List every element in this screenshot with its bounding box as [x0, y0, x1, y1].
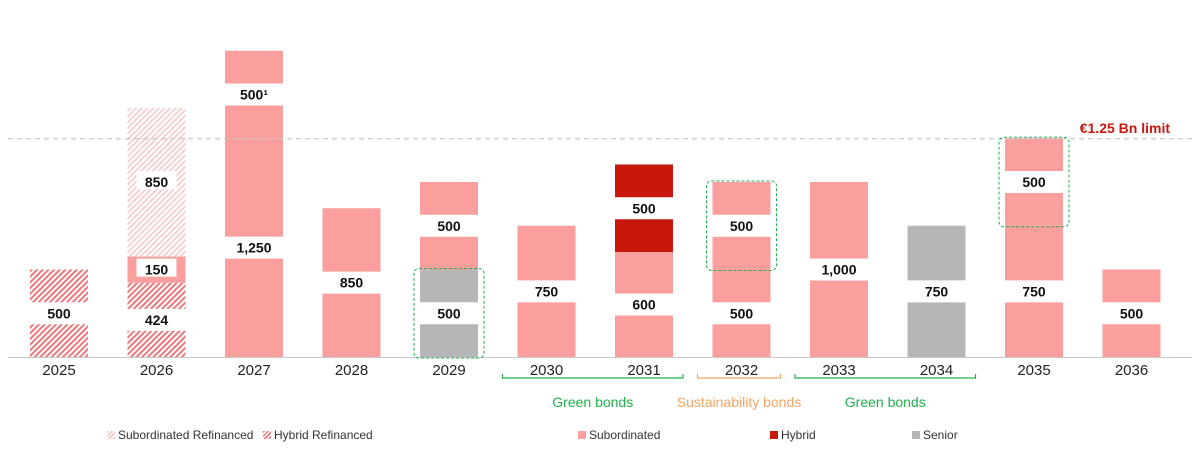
value-label-2034-0: 750 — [925, 283, 949, 299]
bars-layer — [30, 50, 1161, 357]
x-tick-2033: 2033 — [822, 362, 855, 379]
label-bg-2035-0 — [1004, 280, 1064, 303]
x-tick-2034: 2034 — [920, 362, 953, 379]
label-bg-2029-0 — [419, 302, 479, 325]
legend-item-sub_ref: Subordinated Refinanced — [107, 428, 253, 442]
legend-label-hybrid: Hybrid — [781, 428, 816, 442]
legend-item-hybrid: Hybrid — [770, 428, 816, 442]
legend-label-sub: Subordinated — [589, 428, 661, 442]
label-bg-2027-1 — [224, 83, 284, 106]
value-label-2031-0: 600 — [632, 297, 656, 313]
value-label-2035-1: 500 — [1022, 174, 1046, 190]
x-tick-2029: 2029 — [432, 362, 465, 379]
value-label-2029-0: 500 — [437, 305, 461, 321]
x-tick-2031: 2031 — [627, 362, 660, 379]
group-bracket-1 — [696, 374, 782, 379]
highlight-boxes — [413, 136, 1070, 359]
legend-label-hybrid_ref: Hybrid Refinanced — [274, 428, 373, 442]
group-bracket-0 — [501, 374, 684, 379]
label-bg-2029-1 — [419, 214, 479, 237]
legend-swatch-hybrid — [770, 431, 778, 439]
highlight-box-2035 — [998, 136, 1070, 228]
label-bg-2026-0 — [126, 308, 187, 331]
label-bg-2027-0 — [224, 236, 284, 259]
label-bg-2025-0 — [29, 302, 89, 325]
label-bg-2028-0 — [321, 271, 382, 294]
legend-swatch-sub_ref — [107, 431, 115, 439]
x-tick-2036: 2036 — [1115, 362, 1148, 379]
value-label-2025-0: 500 — [47, 305, 71, 321]
value-label-2032-0: 500 — [730, 305, 754, 321]
group-label-1: Sustainability bonds — [677, 394, 802, 410]
x-tick-labels: 2025 2026 2027 2028 2029 2030 2031 2032 2033 2034… — [42, 362, 1148, 379]
group-bracket-2 — [794, 374, 977, 379]
label-bg-2032-0 — [711, 302, 772, 325]
value-label-2027-0: 1,250 — [236, 240, 271, 256]
legend-item-sub: Subordinated — [578, 428, 660, 442]
group-label-2: Green bonds — [845, 394, 926, 410]
limit-label: €1.25 Bn limit — [1080, 120, 1171, 136]
highlight-box-2032 — [706, 180, 777, 271]
value-label-2031-1: 500 — [632, 200, 656, 216]
label-bg-2032-1 — [711, 214, 772, 237]
x-tick-2025: 2025 — [42, 362, 75, 379]
x-tick-2027: 2027 — [237, 362, 270, 379]
legend-label-sub_ref: Subordinated Refinanced — [118, 428, 254, 442]
value-label-2026-1: 150 — [145, 262, 169, 278]
value-label-2035-0: 750 — [1022, 283, 1046, 299]
label-bg-2036-0 — [1101, 302, 1162, 325]
value-label-2027-1: 500¹ — [240, 87, 268, 103]
legend-item-senior: Senior — [912, 428, 958, 442]
label-bg-2031-1 — [614, 197, 674, 220]
legend: Subordinated Refinanced Hybrid Refinanced… — [0, 428, 1200, 444]
label-bg-2026-2 — [136, 171, 177, 190]
x-tick-2028: 2028 — [335, 362, 368, 379]
legend-item-hybrid_ref: Hybrid Refinanced — [263, 428, 373, 442]
value-label-2032-1: 500 — [730, 218, 754, 234]
value-label-2026-0: 424 — [145, 312, 169, 328]
label-bg-2031-0 — [614, 293, 674, 316]
value-label-2030-0: 750 — [535, 283, 559, 299]
value-label-2029-1: 500 — [437, 218, 461, 234]
label-bg-2034-0 — [906, 280, 967, 303]
label-bg-2030-0 — [516, 280, 577, 303]
label-bg-2033-0 — [809, 258, 869, 281]
legend-swatch-hybrid_ref — [263, 431, 271, 439]
legend-swatch-senior — [912, 431, 920, 439]
x-tick-2032: 2032 — [725, 362, 758, 379]
highlight-box-2029 — [413, 268, 485, 359]
value-labels-layer: 500 424 150 850 1,250 500¹ 850 500 500 750 600 500 5… — [29, 83, 1162, 331]
legend-swatch-sub — [578, 431, 586, 439]
x-tick-2035: 2035 — [1017, 362, 1050, 379]
label-bg-2035-1 — [1004, 171, 1064, 193]
group-label-0: Green bonds — [552, 394, 633, 410]
value-label-2026-2: 850 — [145, 174, 169, 190]
x-tick-2026: 2026 — [140, 362, 173, 379]
limit-line-group: €1.25 Bn limit — [8, 120, 1192, 140]
label-bg-2026-1 — [136, 258, 177, 277]
value-label-2033-0: 1,000 — [821, 262, 856, 278]
value-label-2028-0: 850 — [340, 275, 364, 291]
value-label-2036-0: 500 — [1120, 305, 1144, 321]
legend-label-senior: Senior — [923, 428, 958, 442]
bond-groups: Green bonds Sustainability bonds Green bon… — [501, 374, 977, 410]
x-tick-2030: 2030 — [530, 362, 563, 379]
